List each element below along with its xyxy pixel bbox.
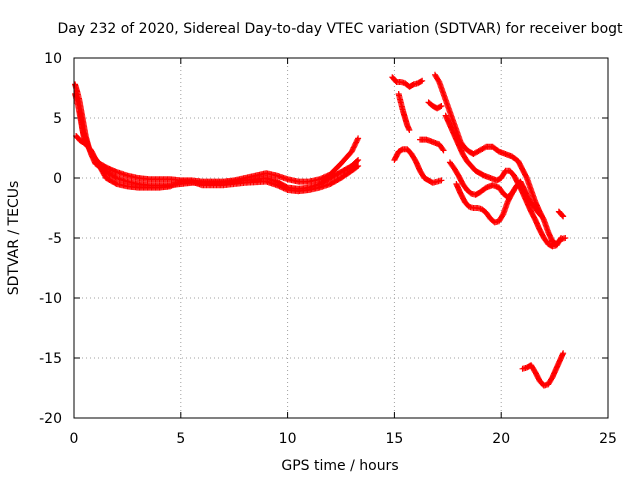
x-tick-label: 25 [599,431,617,447]
y-axis-label: SDTVAR / TECUs [6,181,22,296]
x-tick-label: 20 [492,431,510,447]
x-tick-label: 5 [176,431,185,447]
sdtvar-chart: Day 232 of 2020, Sidereal Day-to-day VTE… [0,0,640,480]
x-tick-label: 10 [279,431,297,447]
x-tick-label: 0 [70,431,79,447]
y-tick-label: -20 [39,411,62,427]
chart-title: Day 232 of 2020, Sidereal Day-to-day VTE… [57,21,623,37]
y-tick-label: -15 [39,351,62,367]
y-tick-label: 0 [53,171,62,187]
data-points [72,72,568,389]
axis-ticks: 0 5 10 15 20 25 -20 -15 -10 -5 0 5 10 [39,51,617,447]
y-tick-label: -5 [48,231,62,247]
x-tick-label: 15 [385,431,403,447]
data-point [438,177,444,183]
y-tick-label: 5 [53,111,62,127]
y-tick-label: 10 [44,51,62,67]
y-tick-label: -10 [39,291,62,307]
x-axis-label: GPS time / hours [281,458,398,474]
